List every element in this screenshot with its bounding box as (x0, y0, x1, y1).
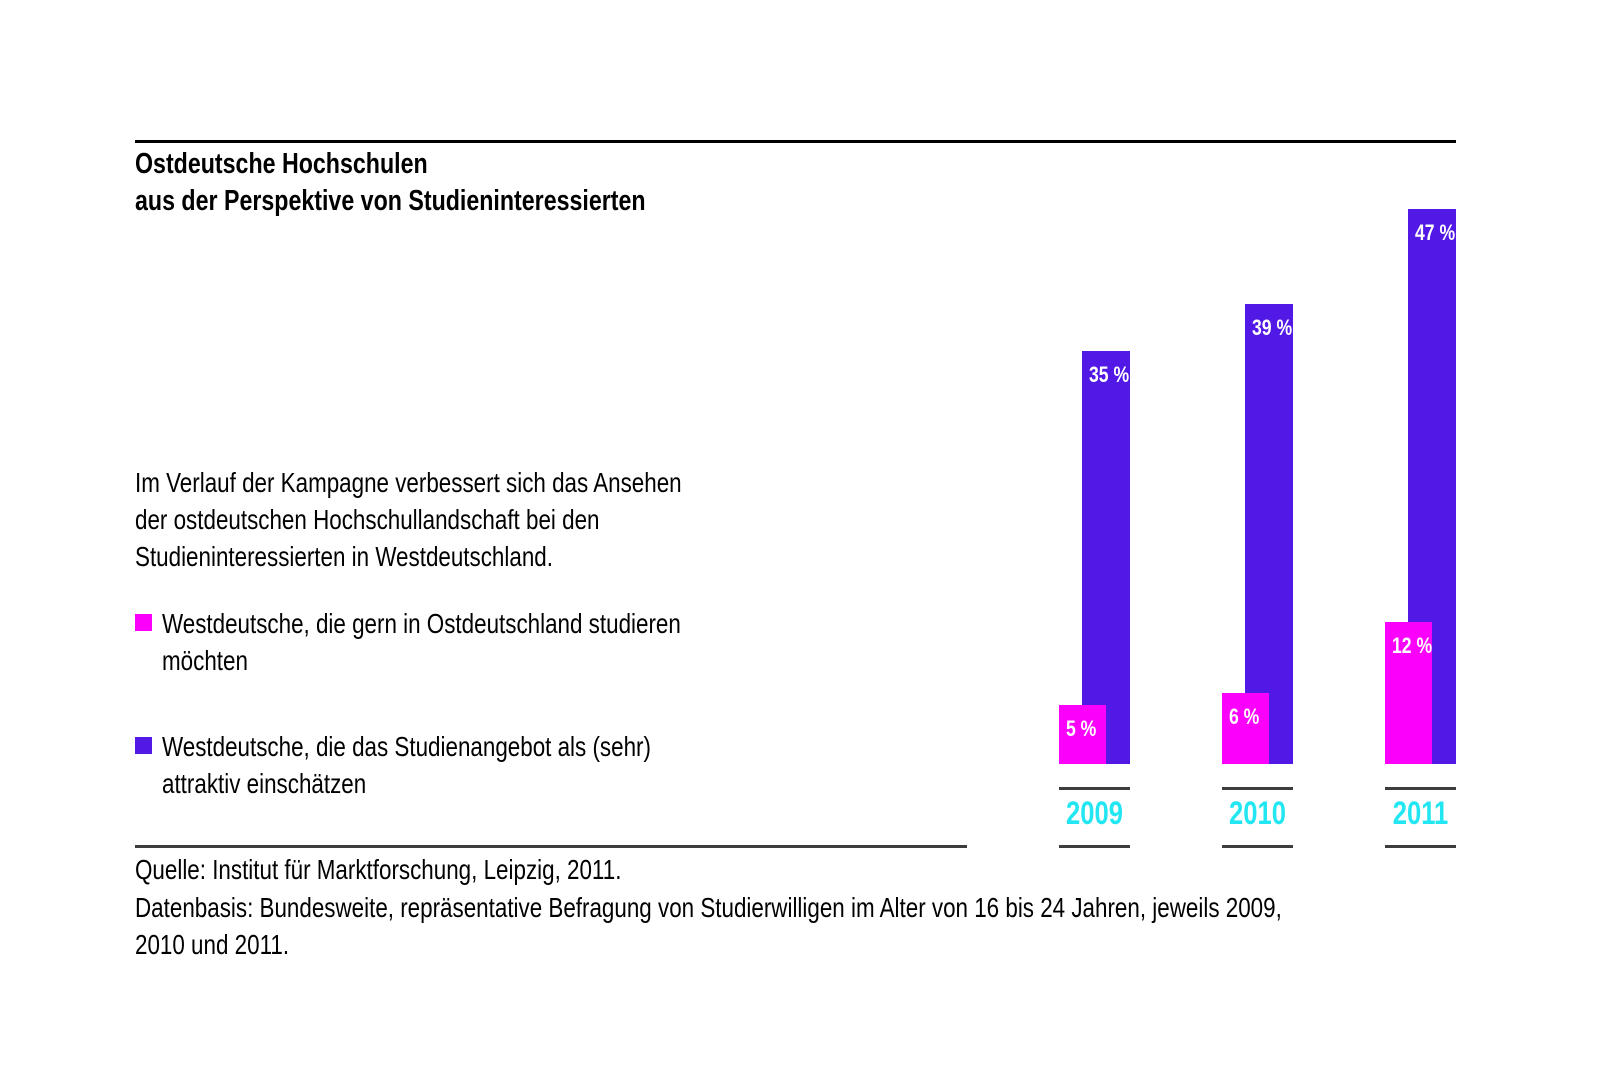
bar-series1-2010: 39 % (1245, 304, 1293, 764)
year-axis-line-bottom (1385, 845, 1456, 848)
year-label-2011: 2011 (1392, 795, 1449, 831)
year-label-2010: 2010 (1229, 795, 1286, 831)
year-axis-line-top (1059, 787, 1130, 790)
bottom-rule (135, 845, 967, 848)
legend: Westdeutsche, die gern in Ostdeutschland… (135, 605, 811, 851)
legend-item-attractive: Westdeutsche, die das Studienangebot als… (135, 728, 811, 802)
intro-text: Im Verlauf der Kampagne verbessert sich … (135, 467, 682, 572)
chart-title: Ostdeutsche Hochschulen aus der Perspekt… (135, 148, 646, 217)
bar-value-label: 39 % (1252, 315, 1293, 340)
legend-item-study-wish: Westdeutsche, die gern in Ostdeutschland… (135, 605, 811, 679)
bar-group-2010: 39 % 6 % 2010 (1222, 209, 1293, 857)
bar-group-2009: 35 % 5 % 2009 (1059, 209, 1130, 857)
bar-value-label: 35 % (1089, 362, 1130, 387)
source-quelle: Quelle: Institut für Marktforschung, Lei… (135, 854, 622, 885)
bar-value-label: 12 % (1392, 633, 1433, 658)
year-axis-line-bottom (1222, 845, 1293, 848)
legend-swatch-magenta-icon (135, 614, 152, 631)
bar-value-label: 47 % (1415, 220, 1456, 245)
bar-series0-2009: 5 % (1059, 705, 1106, 764)
bar-series0-2010: 6 % (1222, 693, 1269, 764)
source-datenbasis: Datenbasis: Bundesweite, repräsentative … (135, 892, 1282, 960)
year-label-2009: 2009 (1066, 795, 1123, 831)
year-axis-line-top (1385, 787, 1456, 790)
legend-label-study-wish: Westdeutsche, die gern in Ostdeutschland… (162, 608, 681, 676)
bar-value-label: 5 % (1066, 716, 1097, 741)
legend-label-attractive: Westdeutsche, die das Studienangebot als… (162, 731, 651, 799)
bar-value-label: 6 % (1229, 704, 1260, 729)
bar-series0-2011: 12 % (1385, 622, 1432, 764)
year-axis-line-bottom (1059, 845, 1130, 848)
top-rule (135, 140, 1456, 143)
year-axis-line-top (1222, 787, 1293, 790)
chart: 35 % 5 % 2009 39 % 6 % 2010 47 % 12 % 2011 (1059, 209, 1459, 857)
bar-group-2011: 47 % 12 % 2011 (1385, 209, 1456, 857)
legend-swatch-purple-icon (135, 737, 152, 754)
bar-series1-2009: 35 % (1082, 351, 1130, 764)
